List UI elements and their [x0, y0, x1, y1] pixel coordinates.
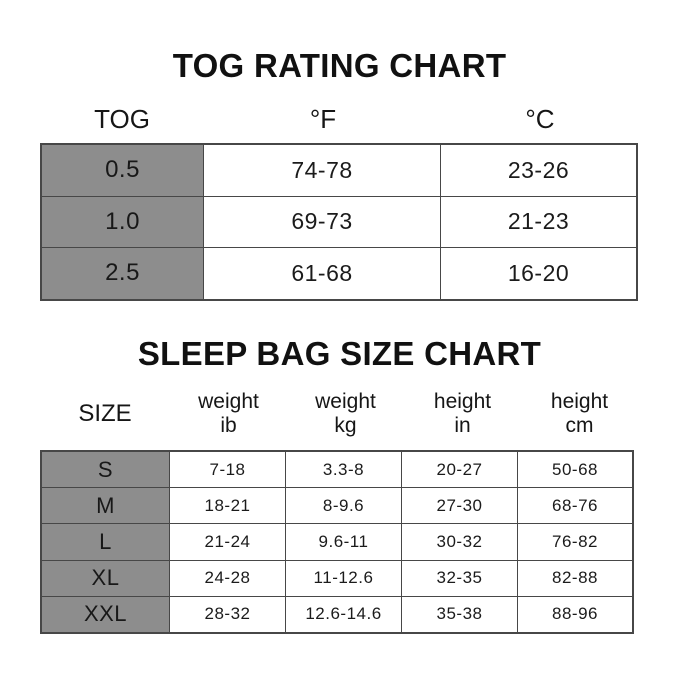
- height-in-cell: 27-30: [402, 488, 518, 525]
- height-cm-cell: 82-88: [518, 560, 632, 597]
- column-header-celsius: °C: [525, 103, 555, 134]
- size-label-cell: S: [42, 452, 170, 489]
- weight-ib-cell: 24-28: [170, 560, 286, 597]
- size-label-cell: XL: [42, 560, 170, 597]
- tog-chart-title: TOG RATING CHART: [172, 47, 507, 84]
- header-line: height: [550, 390, 609, 413]
- tog-value-cell: 0.5: [42, 145, 204, 197]
- header-line: cm: [565, 414, 594, 437]
- weight-kg-cell: 8-9.6: [286, 488, 402, 525]
- fahrenheit-range-cell: 74-78: [204, 145, 441, 197]
- header-line: SIZE: [78, 400, 132, 427]
- height-cm-cell: 88-96: [518, 596, 632, 632]
- header-line: kg: [334, 414, 357, 437]
- size-label-cell: M: [42, 488, 170, 525]
- height-cm-cell: 76-82: [518, 524, 632, 561]
- weight-ib-cell: 28-32: [170, 596, 286, 632]
- tog-rating-table: 0.5 74-78 23-26 1.0 69-73 21-23 2.5 61-6…: [40, 143, 638, 301]
- size-chart-title: SLEEP BAG SIZE CHART: [137, 335, 542, 372]
- tog-value-cell: 2.5: [42, 248, 204, 299]
- height-in-cell: 35-38: [402, 596, 518, 632]
- header-line: in: [454, 414, 471, 437]
- celsius-range-cell: 21-23: [441, 196, 636, 248]
- celsius-range-cell: 23-26: [441, 145, 636, 197]
- sleep-bag-size-table: S 7-18 3.3-8 20-27 50-68 M 18-21 8-9.6 2…: [40, 450, 634, 634]
- weight-kg-cell: 12.6-14.6: [286, 596, 402, 632]
- column-header-size: SIZE: [40, 388, 170, 440]
- height-in-cell: 30-32: [402, 524, 518, 561]
- column-header-fahrenheit: °F: [309, 103, 337, 134]
- header-line: weight: [198, 390, 259, 413]
- size-label-cell: L: [42, 524, 170, 561]
- column-header-height-cm: height cm: [521, 388, 638, 440]
- weight-ib-cell: 7-18: [170, 452, 286, 489]
- column-header-weight-kg: weight kg: [287, 388, 404, 440]
- weight-ib-cell: 21-24: [170, 524, 286, 561]
- weight-ib-cell: 18-21: [170, 488, 286, 525]
- tog-value-cell: 1.0: [42, 196, 204, 248]
- fahrenheit-range-cell: 61-68: [204, 248, 441, 299]
- header-line: height: [433, 390, 492, 413]
- weight-kg-cell: 11-12.6: [286, 560, 402, 597]
- celsius-range-cell: 16-20: [441, 248, 636, 299]
- height-cm-cell: 68-76: [518, 488, 632, 525]
- height-cm-cell: 50-68: [518, 452, 632, 489]
- height-in-cell: 20-27: [402, 452, 518, 489]
- header-line: ib: [220, 414, 237, 437]
- weight-kg-cell: 9.6-11: [286, 524, 402, 561]
- column-header-tog: TOG: [94, 103, 150, 134]
- column-header-height-in: height in: [404, 388, 521, 440]
- column-header-weight-ib: weight ib: [170, 388, 287, 440]
- size-label-cell: XXL: [42, 596, 170, 632]
- size-table-header: SIZE weight ib weight kg height in heigh…: [40, 388, 638, 440]
- fahrenheit-range-cell: 69-73: [204, 196, 441, 248]
- header-line: weight: [315, 390, 376, 413]
- height-in-cell: 32-35: [402, 560, 518, 597]
- tog-table-header: TOG °F °C: [40, 100, 638, 138]
- weight-kg-cell: 3.3-8: [286, 452, 402, 489]
